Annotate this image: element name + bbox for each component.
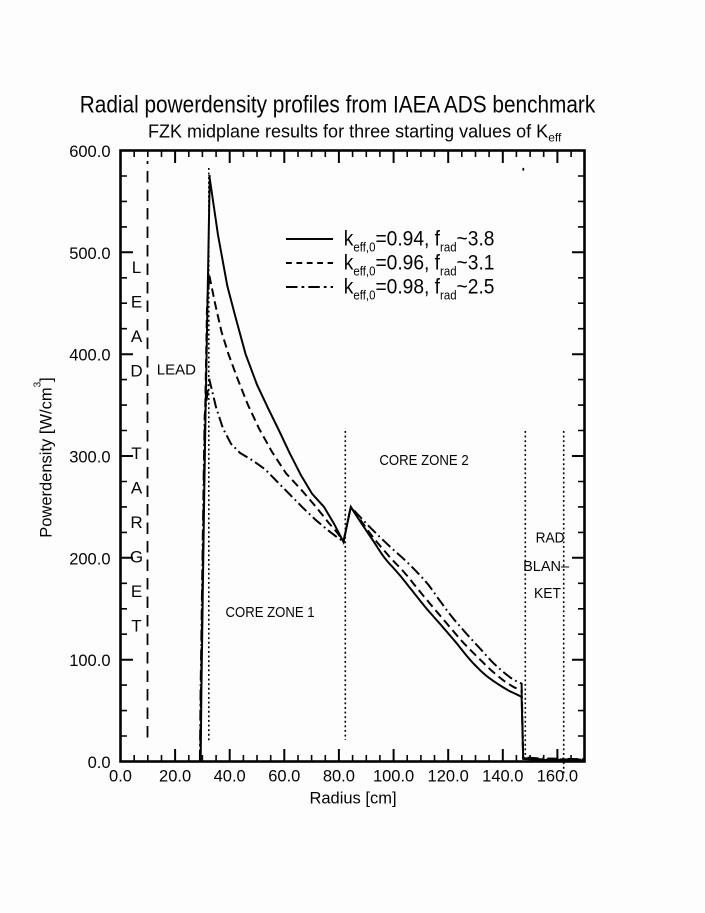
svg-text:Powerdensity [W/cm3]: Powerdensity [W/cm3] xyxy=(33,377,56,538)
svg-text:500.0: 500.0 xyxy=(69,245,110,263)
svg-text:CORE ZONE 1: CORE ZONE 1 xyxy=(226,605,315,621)
svg-text:400.0: 400.0 xyxy=(69,347,110,365)
svg-text:RAD: RAD xyxy=(536,531,565,547)
svg-text:60.0: 60.0 xyxy=(268,768,300,786)
svg-text:CORE ZONE 2: CORE ZONE 2 xyxy=(379,453,468,469)
svg-text:120.0: 120.0 xyxy=(428,768,469,786)
svg-text:20.0: 20.0 xyxy=(159,768,191,786)
svg-text:KET: KET xyxy=(534,586,561,602)
svg-text:T: T xyxy=(131,617,141,636)
svg-text:0.0: 0.0 xyxy=(109,768,132,786)
svg-text:300.0: 300.0 xyxy=(69,449,110,467)
svg-text:keff,0=0.94, frad~3.8: keff,0=0.94, frad~3.8 xyxy=(344,228,495,255)
svg-text:G: G xyxy=(130,548,143,567)
svg-text:A: A xyxy=(131,327,143,346)
svg-text:keff,0=0.96, frad~3.1: keff,0=0.96, frad~3.1 xyxy=(344,252,495,279)
svg-text:140.0: 140.0 xyxy=(482,768,523,786)
svg-text:0.0: 0.0 xyxy=(88,754,111,772)
svg-text:Radial powerdensity profiles f: Radial powerdensity profiles from IAEA A… xyxy=(80,91,596,118)
svg-text:FZK midplane results for three: FZK midplane results for three starting … xyxy=(148,121,562,144)
svg-text:E: E xyxy=(131,293,142,312)
svg-text:160.0: 160.0 xyxy=(537,768,578,786)
svg-text:R: R xyxy=(130,513,142,532)
svg-text:100.0: 100.0 xyxy=(69,652,110,670)
svg-text:A: A xyxy=(131,479,143,498)
svg-text:E: E xyxy=(131,582,142,601)
svg-text:T: T xyxy=(131,444,141,463)
svg-text:100.0: 100.0 xyxy=(373,768,414,786)
svg-text:D: D xyxy=(130,362,142,381)
svg-text:200.0: 200.0 xyxy=(69,550,110,568)
svg-text:BLAN–: BLAN– xyxy=(523,559,570,575)
svg-text:80.0: 80.0 xyxy=(323,768,355,786)
svg-text:Radius [cm]: Radius [cm] xyxy=(309,790,396,808)
svg-text:600.0: 600.0 xyxy=(69,143,110,161)
svg-text:LEAD: LEAD xyxy=(157,362,196,379)
svg-text:L: L xyxy=(132,258,141,277)
svg-text:40.0: 40.0 xyxy=(214,768,246,786)
